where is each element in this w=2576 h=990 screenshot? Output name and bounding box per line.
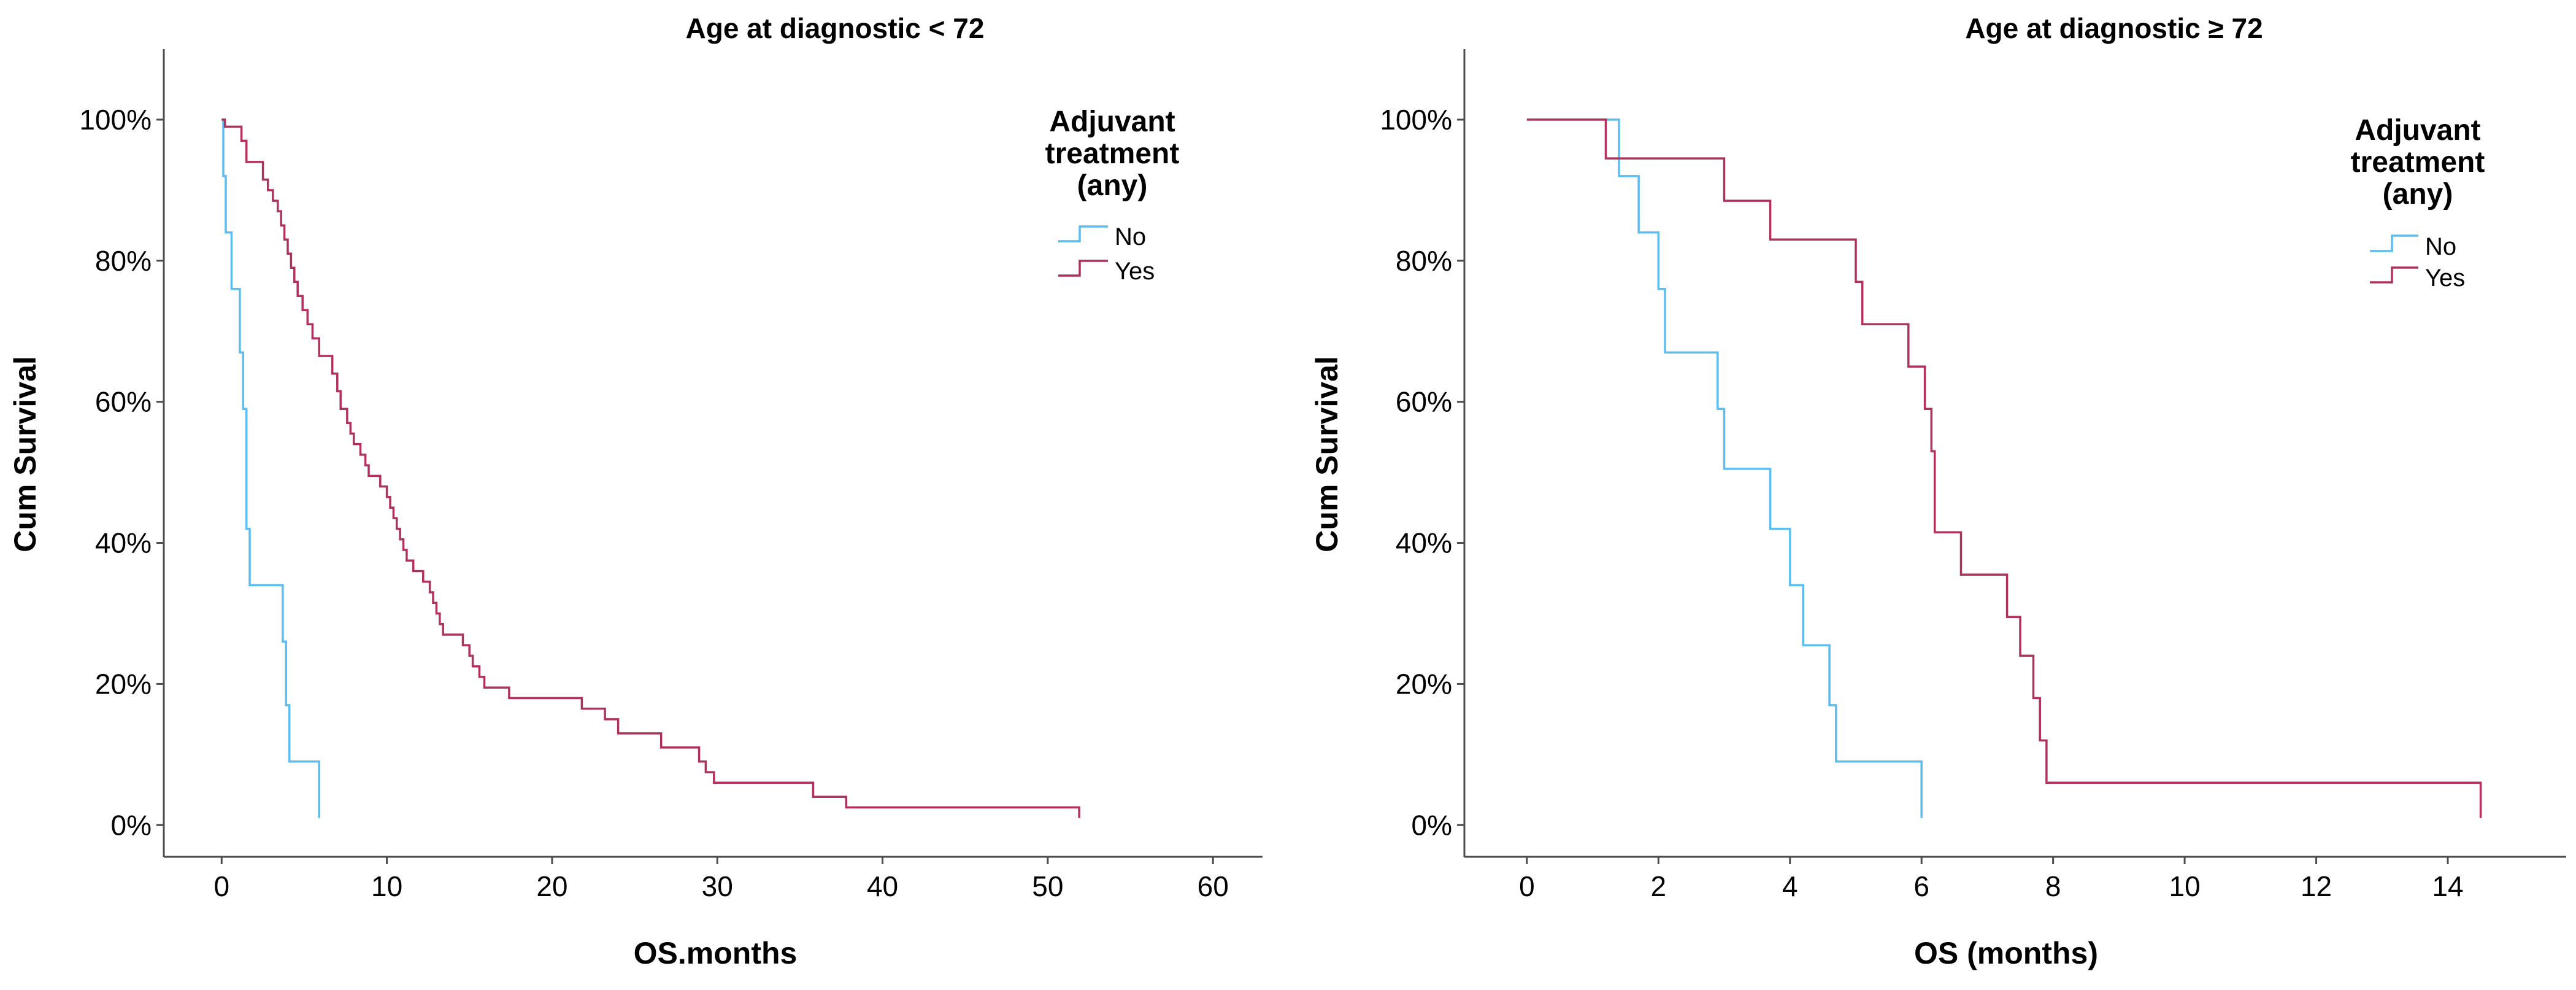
survival-curve-no: [221, 118, 320, 818]
y-tick-label: 60%: [95, 386, 152, 418]
chart-title: Age at diagnostic ≥ 72: [1965, 12, 2263, 44]
legend-swatch-no: [2370, 234, 2418, 252]
chart-title: Age at diagnostic < 72: [686, 12, 985, 44]
legend-title-line-3: (any): [2383, 178, 2453, 211]
legend-title-line-2: treatment: [1045, 137, 1180, 170]
y-tick-label: 40%: [1396, 527, 1452, 559]
x-tick-label: 8: [2045, 870, 2061, 902]
y-tick-label: 100%: [79, 104, 152, 136]
x-tick-label: 2: [1651, 870, 1667, 902]
y-tick-label: 0%: [111, 809, 152, 841]
legend-swatch-no: [1058, 225, 1108, 242]
legend-swatch-yes: [2370, 266, 2418, 284]
x-tick-label: 14: [2432, 870, 2463, 902]
y-tick-label: 100%: [1380, 104, 1452, 136]
y-axis-ticks: 0% 20% 40% 60% 80% 100%: [79, 104, 164, 841]
x-axis-ticks: 0 2 4 6 8 10 12 14: [1519, 857, 2464, 902]
legend-label-yes: Yes: [2425, 265, 2465, 292]
legend-title-line-1: Adjuvant: [1049, 106, 1175, 138]
legend-swatch-yes: [1058, 260, 1108, 277]
legend-label-no: No: [1115, 223, 1146, 250]
legend-title-line-3: (any): [1077, 169, 1148, 202]
x-axis-label: OS.months: [634, 936, 798, 970]
survival-curves: [221, 118, 1080, 818]
legend: Adjuvant treatment (any) No Yes: [2351, 114, 2485, 292]
x-tick-label: 50: [1032, 870, 1063, 902]
legend-title-line-1: Adjuvant: [2355, 114, 2480, 147]
survival-curve-yes: [1526, 118, 2482, 818]
chart-panel-age-under-72: Age at diagnostic < 72 Cum Survival OS.m…: [8, 12, 1263, 970]
y-axis-ticks: 0% 20% 40% 60% 80% 100%: [1380, 104, 1464, 841]
y-tick-label: 80%: [1396, 245, 1452, 277]
x-tick-label: 4: [1782, 870, 1798, 902]
y-tick-label: 40%: [95, 527, 152, 559]
x-tick-label: 60: [1198, 870, 1229, 902]
survival-curves: [1526, 118, 2482, 818]
x-tick-label: 0: [1519, 870, 1535, 902]
y-tick-label: 60%: [1396, 386, 1452, 418]
x-tick-label: 10: [2169, 870, 2201, 902]
x-tick-label: 12: [2301, 870, 2332, 902]
survival-curve-yes: [221, 118, 1080, 818]
y-tick-label: 20%: [1396, 668, 1452, 700]
x-tick-label: 40: [867, 870, 898, 902]
chart-panel-age-72-and-over: Age at diagnostic ≥ 72 Cum Survival OS (…: [1310, 12, 2566, 970]
legend-label-yes: Yes: [1115, 258, 1155, 285]
x-tick-label: 0: [213, 870, 229, 902]
y-tick-label: 20%: [95, 668, 152, 700]
x-tick-label: 30: [702, 870, 733, 902]
x-tick-label: 10: [371, 870, 402, 902]
survival-curve-no: [1526, 118, 1923, 818]
legend-label-no: No: [2425, 233, 2456, 260]
y-axis-label: Cum Survival: [1310, 356, 1344, 552]
y-axis-label: Cum Survival: [8, 356, 42, 552]
y-tick-label: 80%: [95, 245, 152, 277]
legend: Adjuvant treatment (any) No Yes: [1045, 106, 1180, 285]
y-tick-label: 0%: [1412, 809, 1452, 841]
x-tick-label: 6: [1913, 870, 1929, 902]
x-axis-ticks: 0 10 20 30 40 50 60: [213, 857, 1229, 902]
x-axis-label: OS (months): [1914, 936, 2098, 970]
x-tick-label: 20: [536, 870, 567, 902]
legend-title-line-2: treatment: [2351, 146, 2485, 179]
